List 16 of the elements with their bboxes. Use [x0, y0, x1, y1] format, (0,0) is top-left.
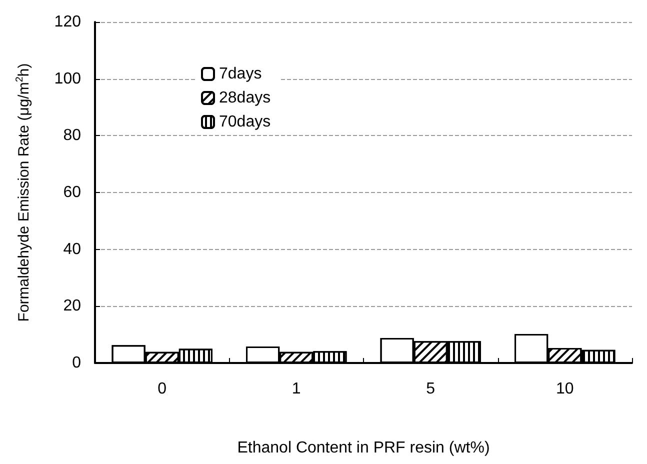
x-tick-label: 0 — [158, 380, 167, 398]
y-tick-label: 100 — [54, 70, 82, 88]
y-tick-label: 120 — [54, 14, 82, 30]
x-tick-label: 10 — [556, 380, 574, 398]
x-axis-title: Ethanol Content in PRF resin (wt%) — [237, 440, 490, 456]
legend-label: 7days — [219, 66, 262, 82]
y-tick-label: 80 — [63, 127, 82, 144]
y-tick-label: 20 — [63, 298, 82, 315]
y-axis-title: Formaldehyde Emission Rate (μg/m2h) — [14, 63, 32, 322]
y-tick-label: 60 — [63, 184, 82, 201]
x-tick-label: 5 — [426, 380, 436, 398]
y-tick-label: 40 — [63, 240, 82, 258]
legend-label: 28days — [219, 90, 271, 106]
y-tick-label: 0 — [72, 354, 82, 372]
x-tick-label: 1 — [292, 380, 301, 398]
legend-label: 70days — [219, 114, 271, 130]
